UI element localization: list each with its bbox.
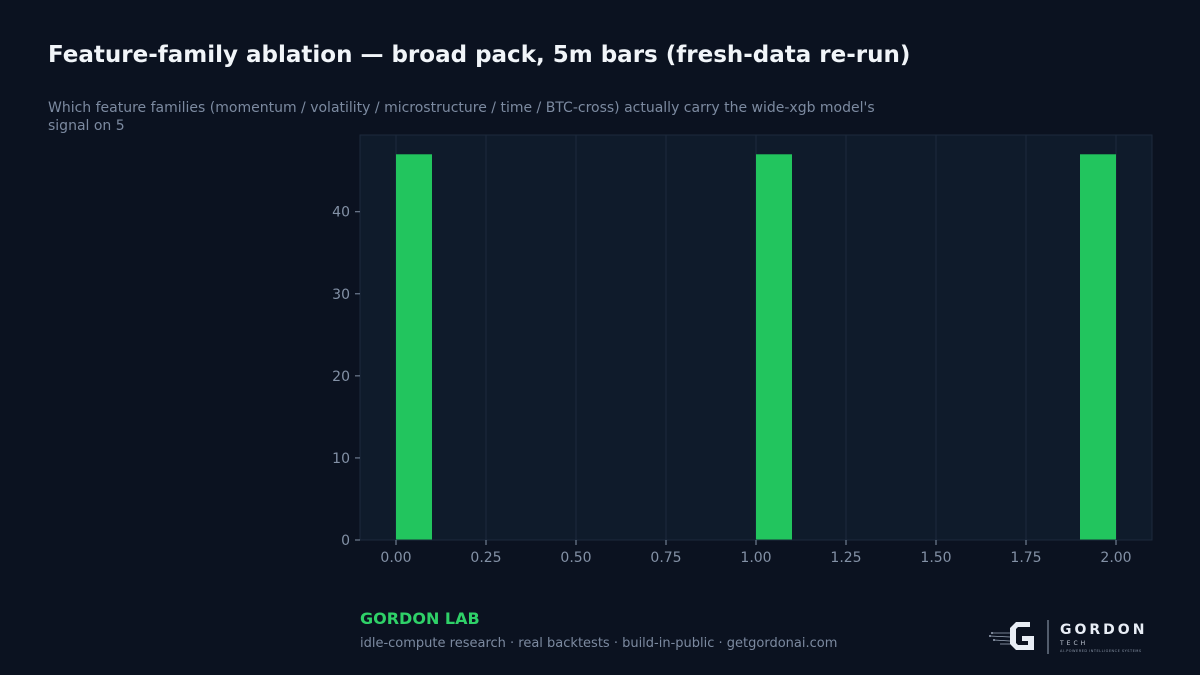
y-tick-label: 10 — [332, 451, 350, 467]
gordon-g-icon — [989, 620, 1049, 654]
bar-1 — [756, 154, 792, 541]
brand-tagline: idle-compute research · real backtests ·… — [360, 636, 838, 651]
brand-label: GORDON LAB — [360, 609, 480, 628]
x-tick-label: 1.75 — [1010, 550, 1041, 566]
gordon-tech-logo: GORDON TECH AI-POWERED INTELLIGENCE SYST… — [988, 616, 1150, 658]
x-tick-label: 0.50 — [560, 550, 591, 566]
x-tick-label: 0.00 — [380, 550, 411, 566]
logo-wordmark: GORDON — [1060, 622, 1148, 638]
bar-0 — [396, 154, 432, 541]
logo-tagline: AI-POWERED INTELLIGENCE SYSTEMS — [1060, 649, 1142, 653]
chart-title: Feature-family ablation — broad pack, 5m… — [48, 42, 911, 68]
x-tick-label: 1.25 — [830, 550, 861, 566]
x-tick-label: 2.00 — [1100, 550, 1131, 566]
chart-subtitle: Which feature families (momentum / volat… — [48, 100, 875, 134]
x-tick-label: 1.50 — [920, 550, 951, 566]
x-tick-label: 1.00 — [740, 550, 771, 566]
x-tick-label: 0.25 — [470, 550, 501, 566]
y-tick-label: 40 — [332, 205, 350, 221]
x-tick-label: 0.75 — [650, 550, 681, 566]
y-tick-label: 20 — [332, 369, 350, 385]
bar-2 — [1080, 154, 1116, 541]
y-tick-label: 30 — [332, 287, 350, 303]
y-tick-label: 0 — [341, 533, 350, 549]
logo-subtitle: TECH — [1060, 640, 1089, 647]
